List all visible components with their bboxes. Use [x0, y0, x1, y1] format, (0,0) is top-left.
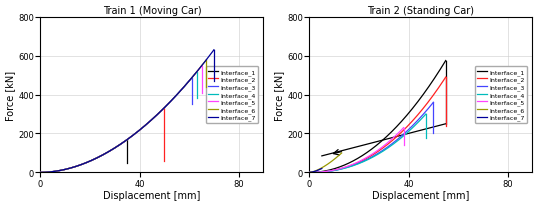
Legend: Interface_1, Interface_2, Interface_3, Interface_4, Interface_5, Interface_6, In: Interface_1, Interface_2, Interface_3, I…	[206, 67, 258, 123]
Y-axis label: Force [kN]: Force [kN]	[5, 70, 16, 120]
Y-axis label: Force [kN]: Force [kN]	[274, 70, 285, 120]
X-axis label: Displacement [mm]: Displacement [mm]	[372, 191, 470, 200]
Title: Train 1 (Moving Car): Train 1 (Moving Car)	[103, 6, 201, 15]
Legend: Interface_1, Interface_2, Interface_3, Interface_4, Interface_5, Interface_6, In: Interface_1, Interface_2, Interface_3, I…	[475, 67, 527, 123]
Title: Train 2 (Standing Car): Train 2 (Standing Car)	[367, 6, 475, 15]
X-axis label: Displacement [mm]: Displacement [mm]	[103, 191, 201, 200]
